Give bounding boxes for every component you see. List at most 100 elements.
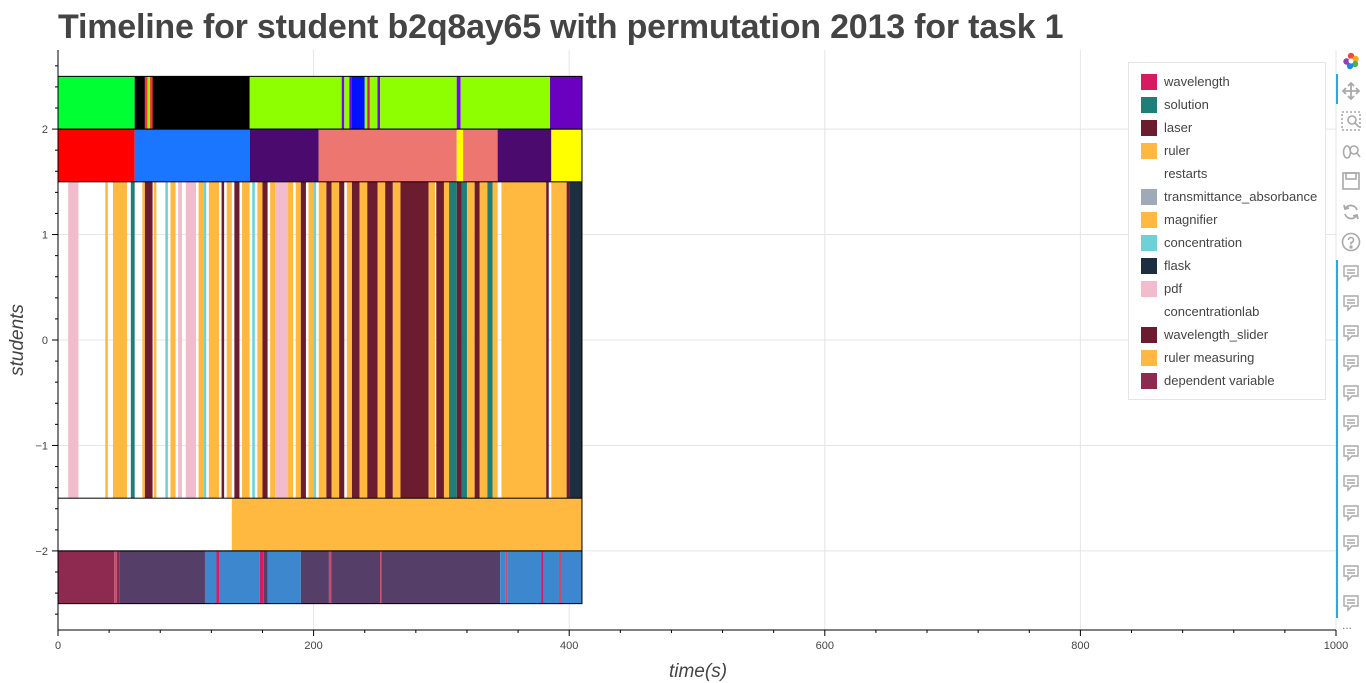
timeline-segment	[259, 550, 264, 604]
timeline-segment	[367, 181, 378, 499]
timeline-segment	[257, 181, 263, 499]
legend-label: dependent variable	[1164, 373, 1275, 388]
timeline-segment	[380, 550, 382, 604]
timeline-segment	[58, 76, 135, 130]
hover-tool-icon[interactable]	[1340, 592, 1362, 614]
legend-label: concentration	[1164, 235, 1243, 250]
timeline-segment	[170, 181, 176, 499]
timeline-segment	[134, 76, 145, 130]
legend-item[interactable]: laser	[1129, 116, 1325, 139]
timeline-segment	[351, 76, 365, 130]
timeline-segment	[134, 129, 250, 182]
legend-item[interactable]: pdf	[1129, 277, 1325, 300]
timeline-segment	[385, 181, 393, 499]
timeline-segment	[326, 181, 332, 499]
hover-tool-icon[interactable]	[1340, 442, 1362, 464]
legend-item[interactable]: magnifier	[1129, 208, 1325, 231]
y-tick-label: −2	[35, 546, 48, 558]
y-tick-label: 2	[42, 124, 48, 136]
timeline-segment	[252, 181, 255, 499]
hover-tool-icon[interactable]	[1340, 382, 1362, 404]
timeline-segment	[487, 181, 493, 499]
bokeh-logo-icon[interactable]	[1340, 50, 1362, 72]
timeline-segment	[381, 550, 501, 604]
timeline-segment	[492, 181, 498, 499]
legend-swatch	[1141, 73, 1157, 90]
hover-tool-icon[interactable]	[1340, 532, 1362, 554]
legend-swatch	[1141, 211, 1157, 228]
legend-label: restarts	[1164, 166, 1208, 181]
legend-item[interactable]: flask	[1129, 254, 1325, 277]
legend-item[interactable]: ruler	[1129, 139, 1325, 162]
timeline-segment	[428, 181, 436, 499]
hover-tool-icon[interactable]	[1340, 292, 1362, 314]
legend-item[interactable]: concentration	[1129, 231, 1325, 254]
toolbar-more[interactable]: ...	[1342, 618, 1353, 632]
legend-swatch	[1141, 372, 1157, 389]
legend-label: wavelength_slider	[1164, 327, 1269, 342]
hover-tool-icon[interactable]	[1340, 502, 1362, 524]
save-icon[interactable]	[1340, 170, 1362, 192]
legend-label: ruler measuring	[1164, 350, 1255, 365]
timeline-segment	[507, 550, 542, 604]
timeline-segment	[456, 181, 462, 499]
timeline-segment	[267, 550, 301, 604]
timeline-segment	[226, 181, 232, 499]
legend-item[interactable]: solution	[1129, 93, 1325, 116]
legend-item[interactable]: wavelength_slider	[1129, 323, 1325, 346]
legend-item[interactable]: concentrationlab	[1129, 300, 1325, 323]
box-zoom-icon[interactable]	[1340, 110, 1362, 132]
timeline-segment	[541, 550, 544, 604]
timeline-segment	[466, 181, 475, 499]
legend-item[interactable]: ruler measuring	[1129, 346, 1325, 369]
timeline-segment	[349, 76, 352, 130]
timeline-segment	[119, 550, 205, 604]
pan-icon[interactable]	[1340, 80, 1362, 102]
timeline-segment	[313, 181, 317, 499]
help-icon[interactable]	[1340, 231, 1362, 253]
timeline-segment	[114, 181, 128, 499]
timeline-segment	[178, 181, 182, 499]
hover-tool-icon[interactable]	[1340, 562, 1362, 584]
hover-tool-icon[interactable]	[1340, 472, 1362, 494]
hover-tool-icon[interactable]	[1340, 322, 1362, 344]
timeline-segment	[144, 76, 148, 130]
legend-label: magnifier	[1164, 212, 1218, 227]
timeline-segment	[546, 181, 549, 499]
wheel-zoom-icon[interactable]	[1340, 140, 1362, 162]
timeline-segment	[331, 550, 381, 604]
x-tick-label: 200	[304, 640, 322, 652]
timeline-segment	[474, 181, 480, 499]
timeline-segment	[463, 129, 498, 182]
timeline-segment	[216, 550, 220, 604]
reset-icon[interactable]	[1340, 201, 1362, 223]
timeline-segment	[116, 550, 120, 604]
timeline-segment	[392, 181, 401, 499]
timeline-segment	[460, 76, 551, 130]
legend-swatch	[1141, 326, 1157, 343]
legend-swatch	[1141, 96, 1157, 113]
timeline-segment	[367, 76, 370, 130]
y-tick-label: 1	[42, 230, 48, 242]
legend-item[interactable]: transmittance_absorbance	[1129, 185, 1325, 208]
timeline-segment	[443, 181, 450, 499]
y-tick-label: 0	[42, 335, 48, 347]
legend-item[interactable]: restarts	[1129, 162, 1325, 185]
timeline-segment	[569, 181, 582, 499]
y-tick-label: −1	[35, 440, 48, 452]
timeline-segment	[105, 181, 108, 499]
hover-tool-icon[interactable]	[1340, 412, 1362, 434]
timeline-segment	[144, 181, 153, 499]
legend-item[interactable]: wavelength	[1129, 70, 1325, 93]
timeline-segment	[344, 76, 350, 130]
x-tick-label: 0	[55, 640, 61, 652]
legend-swatch	[1141, 165, 1157, 182]
legend-item[interactable]: dependent variable	[1129, 369, 1325, 392]
timeline-segment	[561, 550, 582, 604]
hover-tool-icon[interactable]	[1340, 262, 1362, 284]
hover-tool-icon[interactable]	[1340, 352, 1362, 374]
timeline-segment	[566, 181, 570, 499]
timeline-segment	[308, 181, 314, 499]
timeline-segment	[500, 550, 506, 604]
